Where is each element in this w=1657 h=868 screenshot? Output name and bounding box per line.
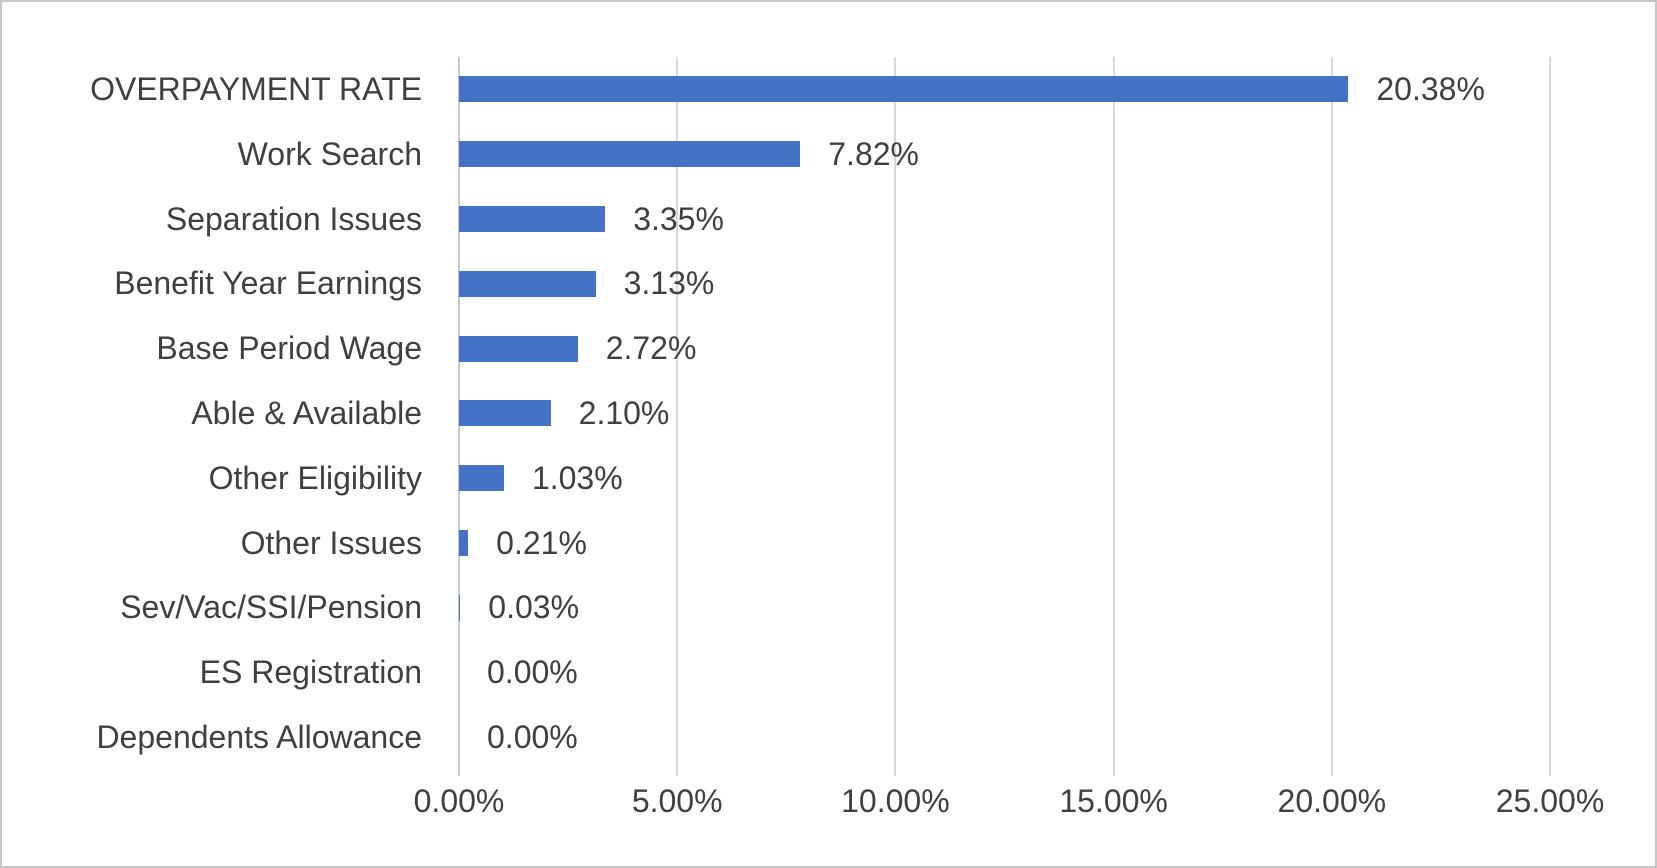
category-label: Benefit Year Earnings <box>114 265 422 302</box>
bar-row: Other Issues 0.21% <box>2 511 1655 576</box>
data-bar <box>459 400 551 427</box>
bar-row: Able & Available 2.10% <box>2 381 1655 446</box>
vertical-gridline <box>676 57 679 776</box>
x-axis-tick-label: 25.00% <box>1495 783 1605 819</box>
value-label: 3.13% <box>623 265 715 302</box>
value-label: 2.72% <box>605 330 697 367</box>
value-label: 3.35% <box>633 200 724 237</box>
category-label: Separation Issues <box>165 200 422 237</box>
value-label: 0.00% <box>487 654 578 691</box>
data-bar <box>459 465 504 492</box>
vertical-gridline <box>1330 57 1333 776</box>
value-label: 7.82% <box>828 135 919 172</box>
x-axis-tick-label: 5.00% <box>631 783 723 819</box>
bar-row: Benefit Year Earnings 3.13% <box>2 251 1655 316</box>
value-label: 0.21% <box>496 524 587 561</box>
category-label: Base Period Wage <box>156 330 422 367</box>
bar-row: Base Period Wage 2.72% <box>2 316 1655 381</box>
x-axis-tick-label: 15.00% <box>1059 783 1168 819</box>
data-bar <box>459 594 461 621</box>
data-bar <box>459 76 1349 103</box>
category-label: ES Registration <box>199 654 422 691</box>
data-bar <box>459 335 578 362</box>
bar-row: Sev/Vac/SSI/Pension 0.03% <box>2 576 1655 641</box>
bar-row: Dependents Allowance 0.00% <box>2 705 1655 770</box>
bar-row: Other Eligibility 1.03% <box>2 446 1655 511</box>
category-label: Dependents Allowance <box>96 719 422 756</box>
value-label: 1.03% <box>531 459 623 496</box>
bar-row: Separation Issues 3.35% <box>2 187 1655 252</box>
data-bar <box>459 530 469 557</box>
vertical-gridline <box>894 57 897 776</box>
category-label: Other Eligibility <box>208 459 422 496</box>
bar-row: ES Registration 0.00% <box>2 640 1655 705</box>
x-axis-tick-label: 20.00% <box>1277 783 1387 819</box>
bar-row: OVERPAYMENT RATE 20.38% <box>2 57 1655 122</box>
x-axis-tick-label: 10.00% <box>841 783 950 819</box>
vertical-gridline <box>1549 57 1551 776</box>
vertical-gridline <box>1112 57 1115 776</box>
category-label: Able & Available <box>191 394 422 431</box>
value-label: 0.03% <box>488 589 580 626</box>
value-label: 0.00% <box>487 719 578 756</box>
x-axis-tick-label: 0.00% <box>413 783 505 819</box>
category-label: Work Search <box>237 135 422 172</box>
data-bar <box>459 206 606 233</box>
category-label: Other Issues <box>240 524 422 561</box>
data-bar <box>459 141 801 168</box>
bar-row: Work Search 7.82% <box>2 122 1655 187</box>
category-label: OVERPAYMENT RATE <box>90 70 422 107</box>
data-bar <box>459 270 596 297</box>
value-label: 20.38% <box>1376 70 1485 107</box>
value-label: 2.10% <box>578 394 670 431</box>
category-label: Sev/Vac/SSI/Pension <box>120 589 422 626</box>
